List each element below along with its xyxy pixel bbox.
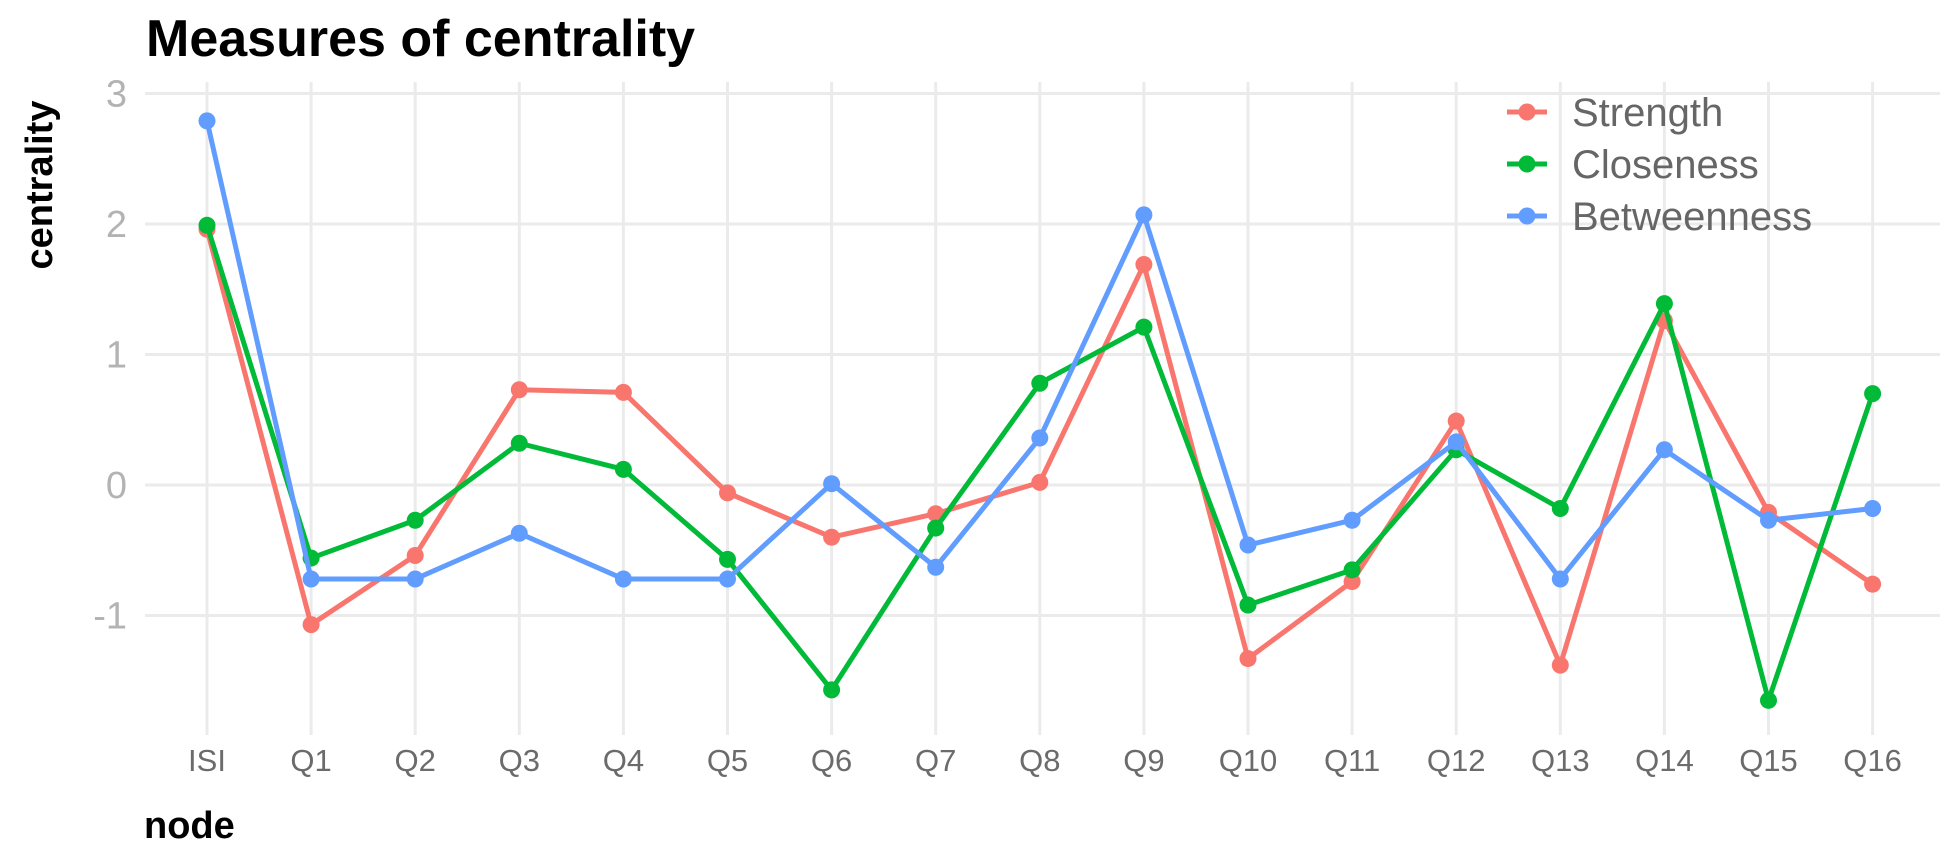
legend-key-point [1518,155,1536,173]
legend-item-strength: Strength [1507,91,1723,135]
data-point-closeness [1239,596,1257,614]
data-point-betweenness [1760,511,1777,529]
data-point-betweenness [927,558,945,576]
x-tick-label: Q14 [1635,743,1694,778]
data-point-strength [1343,573,1361,591]
data-point-betweenness [1343,511,1361,529]
x-tick-label: Q5 [707,743,748,778]
data-point-strength [1031,473,1049,491]
data-point-betweenness [719,570,736,588]
data-point-closeness [1031,374,1049,392]
series-layer [198,112,1882,709]
data-point-strength [614,383,632,401]
x-tick-label: Q7 [915,743,956,778]
data-point-closeness [823,681,841,699]
data-point-betweenness [614,570,632,588]
data-point-strength [719,484,736,502]
x-tick-label: Q6 [811,743,852,778]
legend: Strength Closeness Betweenness [1507,91,1812,239]
x-tick-label: Q16 [1843,743,1902,778]
data-point-closeness [1135,318,1153,336]
y-axis-title: centrality [19,101,61,270]
legend-key-point [1518,103,1536,121]
data-point-betweenness [302,570,320,588]
y-tick-label: 1 [106,335,127,377]
y-tick-label: 3 [106,74,127,116]
x-tick-label: Q9 [1123,743,1164,778]
x-tick-label: ISI [188,743,226,778]
x-axis-ticks: ISI Q1 Q2 Q3 Q4 Q5 Q6 Q7 Q8 Q9 Q10 Q11 Q12 Q13 Q14 Q15 Q… [188,743,1902,778]
x-tick-label: Q11 [1324,743,1380,778]
data-point-betweenness [1447,433,1465,451]
data-point-strength [302,616,320,634]
legend-key-point [1518,207,1536,225]
data-point-strength [1239,650,1257,668]
data-point-strength [1864,575,1882,593]
x-tick-label: Q8 [1019,743,1060,778]
data-point-strength [1447,412,1465,430]
data-point-strength [406,546,424,564]
data-point-closeness [406,511,424,529]
data-point-betweenness [510,524,528,542]
chart-title: Measures of centrality [146,10,695,68]
y-tick-label: 0 [106,465,127,507]
x-tick-label: Q2 [395,743,436,778]
x-tick-label: Q15 [1739,743,1798,778]
data-point-strength [1551,656,1569,674]
data-point-betweenness [1655,441,1673,459]
data-point-betweenness [1551,570,1569,588]
data-point-betweenness [1239,536,1257,554]
data-point-betweenness [406,570,424,588]
legend-item-closeness: Closeness [1507,143,1759,187]
x-tick-label: Q13 [1531,743,1590,778]
legend-label: Strength [1572,91,1723,135]
data-point-closeness [198,216,216,234]
data-point-strength [823,528,841,546]
data-point-closeness [1760,691,1777,709]
data-point-strength [510,381,528,399]
y-tick-label: 2 [106,204,127,246]
data-point-closeness [510,434,528,452]
data-point-betweenness [1864,499,1882,517]
series-betweenness [198,112,1882,588]
x-tick-label: Q4 [603,743,644,778]
legend-label: Closeness [1572,143,1759,187]
grid-lines [145,82,1940,735]
data-point-betweenness [1031,429,1049,447]
data-point-betweenness [823,475,841,493]
x-axis-title: node [144,805,235,847]
data-point-closeness [614,460,632,478]
y-tick-label: -1 [93,596,127,638]
x-tick-label: Q3 [499,743,540,778]
data-point-betweenness [198,112,216,130]
legend-label: Betweenness [1572,195,1812,239]
data-point-strength [1135,255,1153,273]
data-point-closeness [1864,385,1882,403]
legend-item-betweenness: Betweenness [1507,195,1812,239]
data-point-closeness [1655,295,1673,313]
x-tick-label: Q12 [1427,743,1486,778]
x-tick-label: Q10 [1219,743,1278,778]
data-point-closeness [1343,561,1361,579]
data-point-closeness [927,519,945,537]
data-point-closeness [1551,499,1569,517]
data-point-betweenness [1135,206,1153,224]
y-axis-ticks: -1 0 1 2 3 [93,74,127,638]
data-point-closeness [719,550,736,568]
x-tick-label: Q1 [290,743,331,778]
